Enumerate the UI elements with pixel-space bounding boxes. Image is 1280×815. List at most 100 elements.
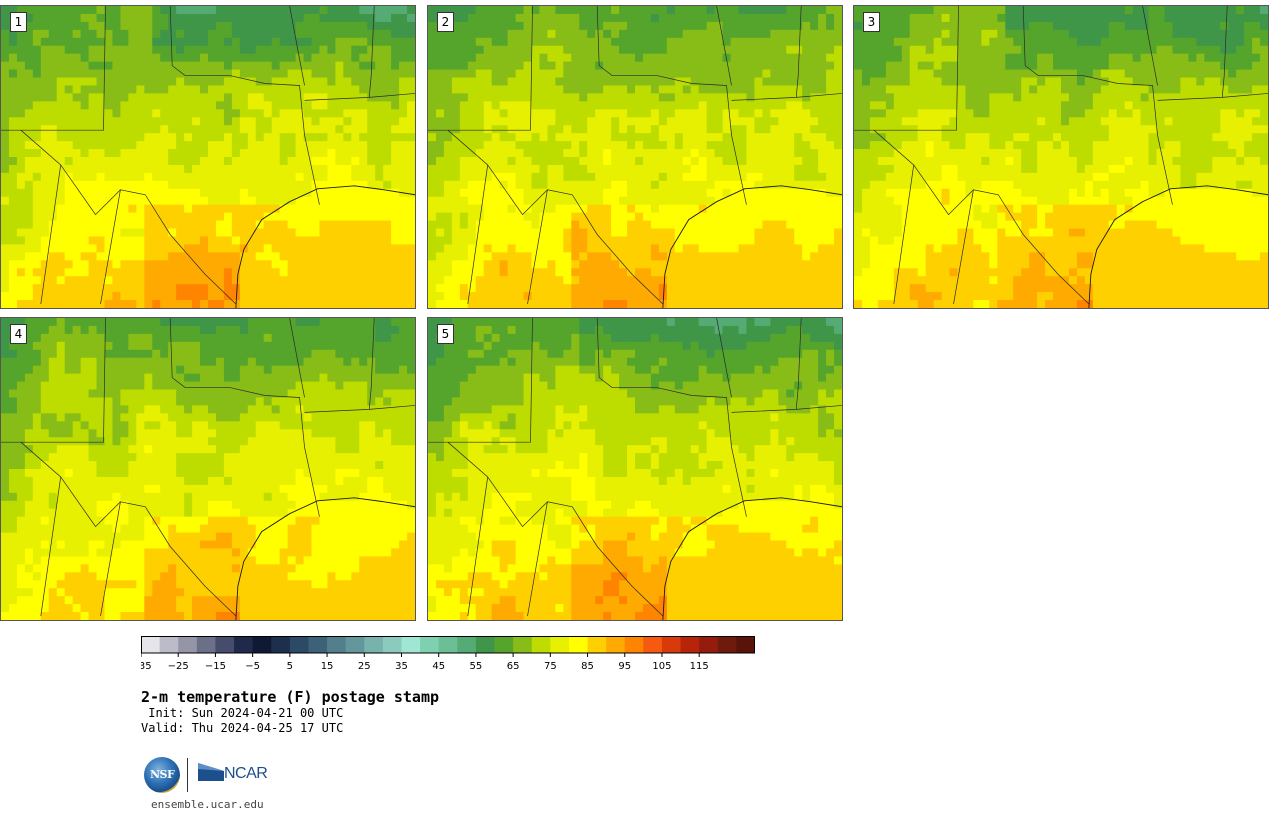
- border-line: [20, 129, 237, 305]
- temperature-map: [428, 6, 842, 308]
- stamp-panel-1: 1: [0, 5, 416, 309]
- border-line: [527, 501, 548, 617]
- colorbar-swatch: [475, 636, 496, 653]
- border-line: [596, 6, 747, 205]
- border-line: [596, 318, 747, 517]
- colorbar-swatch: [736, 636, 755, 653]
- colorbar-swatch: [550, 636, 570, 653]
- border-line: [731, 405, 842, 413]
- logos: NSF NCAR: [144, 755, 284, 795]
- colorbar-swatch: [308, 636, 328, 653]
- border-line: [447, 441, 664, 617]
- colorbar-tick-label: 15: [321, 661, 334, 672]
- colorbar-tick-label: 85: [581, 661, 594, 672]
- colorbar-swatch: [438, 636, 458, 653]
- nsf-logo-text: NSF: [150, 768, 175, 781]
- colorbar-swatch: [159, 636, 179, 653]
- colorbar-swatch: [178, 636, 198, 653]
- colorbar-swatch: [568, 636, 589, 653]
- border-line: [1221, 6, 1228, 98]
- stamp-label: 4: [10, 324, 27, 344]
- border-line: [953, 189, 974, 305]
- colorbar-tick-label: 75: [544, 661, 557, 672]
- border-line: [795, 318, 802, 410]
- colorbar-swatch: [215, 636, 235, 653]
- border-line: [40, 164, 62, 305]
- colorbar-swatch: [606, 636, 626, 653]
- colorbar-swatch: [661, 636, 682, 653]
- border-line: [1022, 6, 1173, 205]
- colorbar-swatch: [643, 636, 663, 653]
- colorbar-tick-label: 45: [432, 661, 445, 672]
- border-line: [304, 405, 415, 413]
- temperature-map: [854, 6, 1268, 308]
- colorbar-swatch: [364, 636, 384, 653]
- stamp-panel-5: 5: [427, 317, 843, 621]
- site-link[interactable]: ensemble.ucar.edu: [151, 798, 264, 811]
- border-line: [368, 6, 375, 98]
- colorbar-tick-label: 65: [507, 661, 520, 672]
- nsf-logo-icon: [144, 757, 180, 793]
- border-line: [854, 6, 959, 131]
- colorbar-swatch: [141, 636, 161, 653]
- border-line: [20, 441, 237, 617]
- temperature-map: [1, 318, 415, 620]
- stamp-label: 2: [437, 12, 454, 32]
- ncar-logo-icon: [198, 763, 224, 781]
- chart-title: 2-m temperature (F) postage stamp: [141, 688, 440, 706]
- colorbar-tick-label: 55: [470, 661, 483, 672]
- border-line: [169, 6, 320, 205]
- colorbar-swatch: [382, 636, 402, 653]
- colorbar-tick-label: 35: [395, 661, 408, 672]
- colorbar-swatch: [345, 636, 365, 653]
- colorbar-frame: [141, 636, 755, 654]
- stamp-panel-2: 2: [427, 5, 843, 309]
- colorbar-swatch: [252, 636, 272, 653]
- colorbar-swatch: [494, 636, 514, 653]
- init-time: Init: Sun 2024-04-21 00 UTC: [141, 706, 344, 720]
- temperature-map: [1, 6, 415, 308]
- border-line: [1, 6, 106, 131]
- border-line: [428, 318, 533, 443]
- colorbar-tick-label: 115: [690, 661, 709, 672]
- border-line: [873, 129, 1090, 305]
- stamp-label: 1: [10, 12, 27, 32]
- border-line: [731, 93, 842, 101]
- coastline: [662, 185, 842, 308]
- border-line: [368, 318, 375, 410]
- stamp-label: 3: [863, 12, 880, 32]
- coastline: [662, 497, 842, 620]
- border-line: [100, 501, 121, 617]
- stamp-panel-3: 3: [853, 5, 1269, 309]
- colorbar-tick-label: −15: [205, 661, 226, 672]
- colorbar-swatch: [271, 636, 291, 653]
- colorbar-swatch: [587, 636, 607, 653]
- colorbar-tick-label: −35: [141, 661, 152, 672]
- colorbar-swatch: [680, 636, 700, 653]
- border-line: [467, 164, 489, 305]
- border-line: [289, 318, 305, 398]
- coastline: [1088, 185, 1268, 308]
- coastline: [235, 185, 415, 308]
- colorbar-swatch: [196, 636, 216, 653]
- border-line: [893, 164, 915, 305]
- colorbar-swatch: [457, 636, 477, 653]
- border-line: [169, 318, 320, 517]
- title-block: 2-m temperature (F) postage stamp Init: …: [141, 688, 439, 736]
- border-line: [716, 6, 732, 86]
- border-line: [467, 476, 489, 617]
- logo-divider: [187, 758, 188, 792]
- colorbar-swatch: [513, 636, 533, 653]
- border-line: [40, 476, 62, 617]
- border-line: [527, 189, 548, 305]
- stamp-label: 5: [437, 324, 454, 344]
- border-line: [795, 6, 802, 98]
- colorbar-tick-label: 105: [652, 661, 671, 672]
- colorbar-swatch: [401, 636, 421, 653]
- temperature-map: [428, 318, 842, 620]
- border-line: [1142, 6, 1158, 86]
- stamp-panel-4: 4: [0, 317, 416, 621]
- colorbar-swatch: [289, 636, 309, 653]
- colorbar-tick-label: 5: [287, 661, 293, 672]
- colorbar-swatch: [234, 636, 254, 653]
